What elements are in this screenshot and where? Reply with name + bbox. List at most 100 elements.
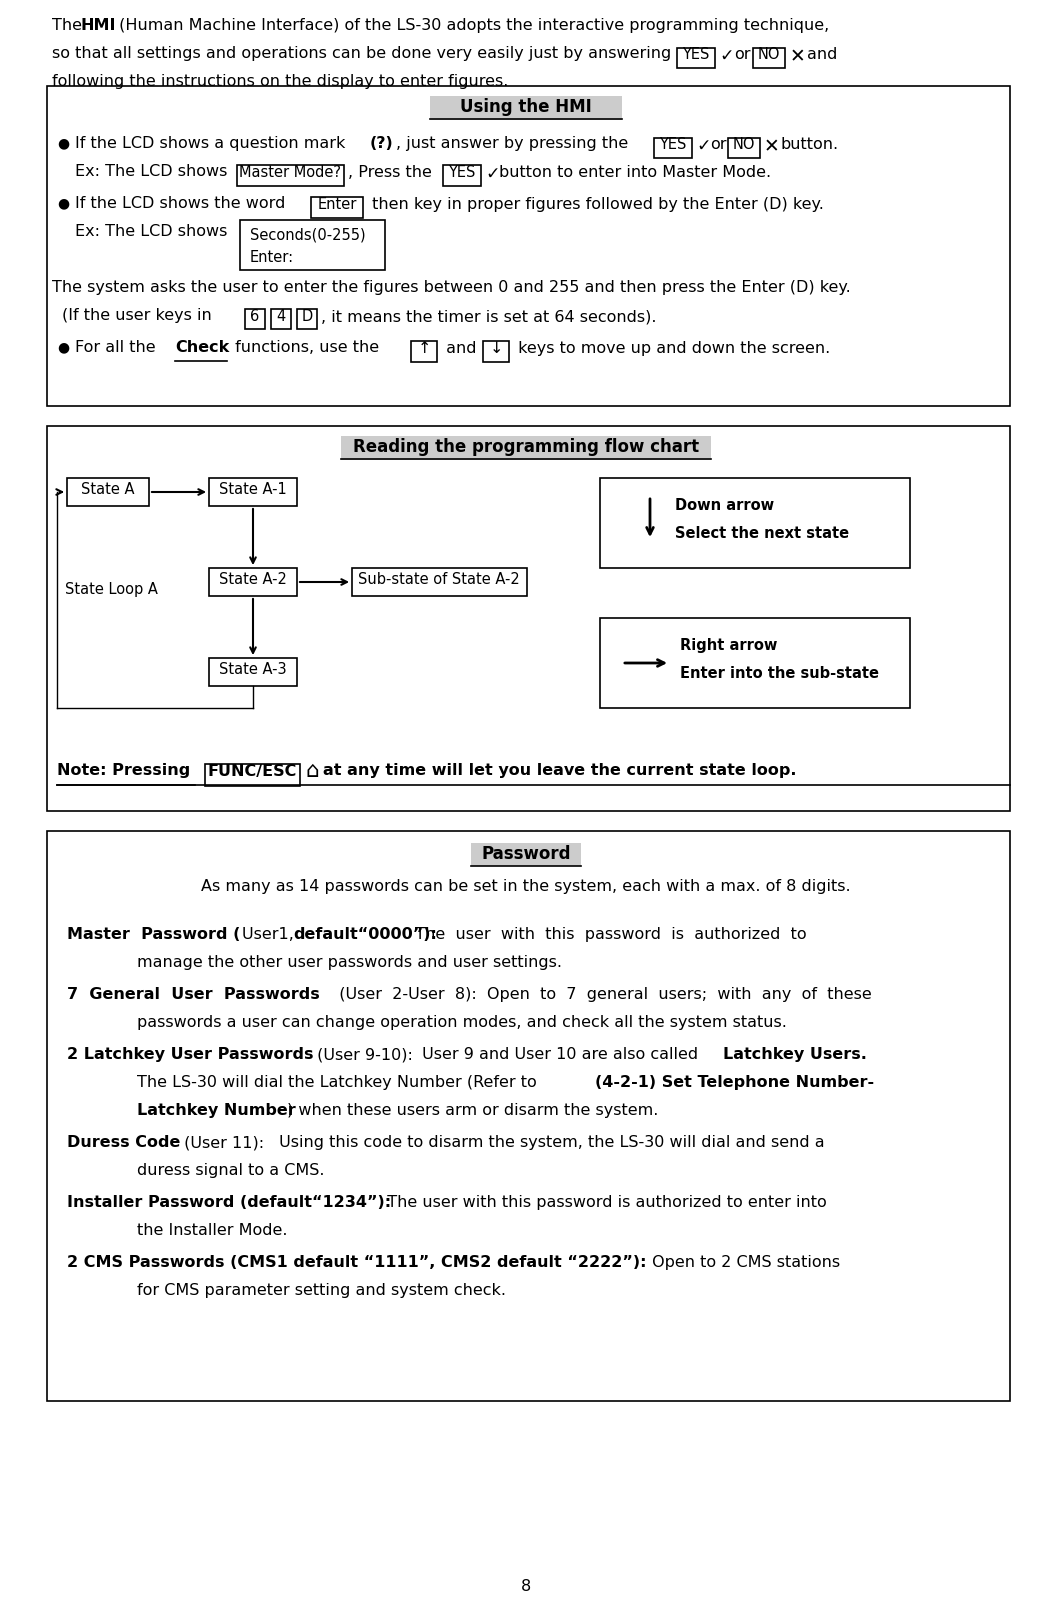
Bar [728, 138, 760, 157]
Text: ⌂: ⌂ [305, 762, 319, 781]
Text: ●: ● [57, 196, 69, 211]
Text: Enter: Enter [318, 198, 357, 212]
Text: HMI: HMI [80, 18, 116, 34]
Text: State A: State A [81, 482, 135, 497]
Text: 6: 6 [250, 309, 260, 325]
Text: for CMS parameter setting and system check.: for CMS parameter setting and system che… [137, 1282, 506, 1298]
Text: ✓: ✓ [719, 47, 733, 64]
Bar [352, 567, 527, 596]
Text: ✓: ✓ [485, 166, 500, 183]
Text: Open to 2 CMS stations: Open to 2 CMS stations [647, 1255, 841, 1270]
Bar [47, 87, 1010, 407]
Bar [47, 831, 1010, 1401]
Text: Seconds(0-255): Seconds(0-255) [250, 228, 366, 243]
Bar [341, 435, 711, 460]
Bar [245, 309, 265, 329]
Text: (If the user keys in: (If the user keys in [62, 309, 217, 323]
Text: Reading the programming flow chart: Reading the programming flow chart [352, 439, 700, 456]
Bar [47, 426, 1010, 812]
Text: Using this code to disarm the system, the LS-30 will dial and send a: Using this code to disarm the system, th… [274, 1135, 825, 1151]
Text: ✕: ✕ [790, 47, 806, 66]
Bar [443, 166, 481, 186]
Text: or: or [710, 137, 727, 153]
Text: passwords a user can change operation modes, and check all the system status.: passwords a user can change operation mo… [137, 1016, 787, 1030]
Bar [240, 220, 385, 270]
Text: or: or [734, 47, 750, 63]
Text: ↓: ↓ [489, 341, 503, 357]
Bar [209, 657, 297, 686]
Text: (User 11):: (User 11): [179, 1135, 264, 1151]
Text: ✕: ✕ [764, 137, 780, 156]
Bar [209, 567, 297, 596]
Text: (?): (?) [370, 137, 393, 151]
Text: manage the other user passwords and user settings.: manage the other user passwords and user… [137, 955, 562, 971]
Text: ✓: ✓ [696, 137, 710, 154]
Text: and: and [807, 47, 837, 63]
Text: (User 9-10):: (User 9-10): [312, 1048, 412, 1062]
Text: Note: Pressing: Note: Pressing [57, 763, 190, 778]
Text: following the instructions on the display to enter figures.: following the instructions on the displa… [52, 74, 508, 88]
Bar [297, 309, 317, 329]
Bar [753, 48, 785, 67]
Text: State A-3: State A-3 [219, 662, 287, 677]
Text: State A-2: State A-2 [219, 572, 287, 587]
Text: so that all settings and operations can be done very easily just by answering: so that all settings and operations can … [52, 47, 671, 61]
Text: Select the next state: Select the next state [675, 525, 849, 542]
Text: ●: ● [57, 341, 69, 354]
Text: YES: YES [660, 137, 687, 153]
Text: ) when these users arm or disarm the system.: ) when these users arm or disarm the sys… [287, 1102, 659, 1118]
Text: State A-1: State A-1 [219, 482, 287, 497]
Bar [271, 309, 291, 329]
Text: then key in proper figures followed by the Enter (D) key.: then key in proper figures followed by t… [367, 198, 824, 212]
Text: D: D [301, 309, 312, 325]
Text: the Installer Mode.: the Installer Mode. [137, 1223, 287, 1237]
Text: , it means the timer is set at 64 seconds).: , it means the timer is set at 64 second… [321, 309, 656, 325]
Text: (4-2-1) Set Telephone Number-: (4-2-1) Set Telephone Number- [595, 1075, 874, 1090]
Text: ↑: ↑ [418, 341, 430, 357]
Text: Enter:: Enter: [250, 251, 295, 265]
Text: The system asks the user to enter the figures between 0 and 255 and then press t: The system asks the user to enter the fi… [52, 280, 851, 296]
Text: , Press the: , Press the [348, 166, 432, 180]
Text: Right arrow: Right arrow [680, 638, 777, 652]
Text: Latchkey Users.: Latchkey Users. [723, 1048, 867, 1062]
Text: If the LCD shows the word: If the LCD shows the word [75, 196, 290, 211]
Text: FUNC/ESC: FUNC/ESC [207, 763, 297, 779]
Text: 2 CMS Passwords (CMS1 default “1111”, CMS2 default “2222”):: 2 CMS Passwords (CMS1 default “1111”, CM… [67, 1255, 647, 1270]
Bar [411, 341, 437, 362]
Text: Using the HMI: Using the HMI [460, 98, 592, 116]
Bar [600, 619, 910, 709]
Text: (User  2-User  8):  Open  to  7  general  users;  with  any  of  these: (User 2-User 8): Open to 7 general users… [329, 987, 872, 1003]
Text: 2 Latchkey User Passwords: 2 Latchkey User Passwords [67, 1048, 313, 1062]
Text: Duress Code: Duress Code [67, 1135, 180, 1151]
Bar [654, 138, 692, 157]
Text: The: The [52, 18, 87, 34]
Text: 4: 4 [277, 309, 286, 325]
Text: NO: NO [733, 137, 755, 153]
Text: duress signal to a CMS.: duress signal to a CMS. [137, 1163, 324, 1178]
Bar [677, 48, 715, 67]
Text: functions, use the: functions, use the [230, 341, 384, 355]
Text: Sub-state of State A-2: Sub-state of State A-2 [358, 572, 520, 587]
Text: For all the: For all the [75, 341, 161, 355]
Text: and: and [441, 341, 482, 357]
Text: Master  Password (: Master Password ( [67, 927, 240, 942]
Text: default“0000”):: default“0000”): [294, 927, 437, 942]
Text: (Human Machine Interface) of the LS-30 adopts the interactive programming techni: (Human Machine Interface) of the LS-30 a… [114, 18, 829, 34]
Bar [311, 198, 363, 219]
Text: Check: Check [175, 341, 229, 355]
Text: The LS-30 will dial the Latchkey Number (Refer to: The LS-30 will dial the Latchkey Number … [137, 1075, 542, 1090]
Text: button.: button. [781, 137, 839, 153]
Text: button to enter into Master Mode.: button to enter into Master Mode. [499, 166, 771, 180]
Text: NO: NO [757, 47, 781, 63]
Text: Master Mode?: Master Mode? [239, 166, 341, 180]
Text: User1,: User1, [242, 927, 304, 942]
Bar [67, 477, 149, 506]
Text: User 9 and User 10 are also called: User 9 and User 10 are also called [417, 1048, 703, 1062]
Bar [471, 844, 581, 866]
Bar [430, 96, 622, 121]
Text: keys to move up and down the screen.: keys to move up and down the screen. [513, 341, 830, 357]
Text: Down arrow: Down arrow [675, 498, 774, 513]
Text: Ex: The LCD shows: Ex: The LCD shows [75, 164, 227, 178]
Text: The user with this password is authorized to enter into: The user with this password is authorize… [377, 1196, 827, 1210]
Text: ●: ● [57, 137, 69, 149]
